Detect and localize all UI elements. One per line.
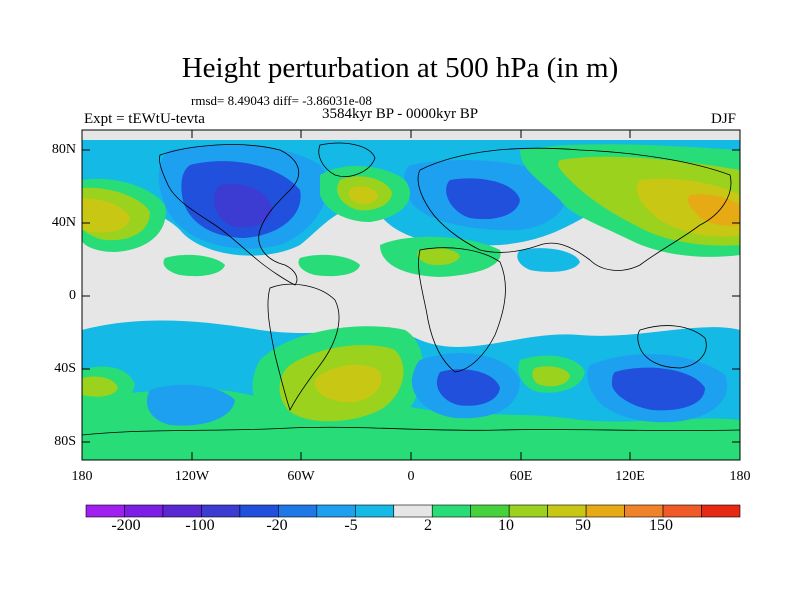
colorbar-swatch [547,504,587,518]
lat-tick-80n: 80N [51,142,76,157]
coastlines [82,142,740,436]
contour-nh-dark-core [213,183,272,228]
lon-tick-120w: 120W [174,469,210,484]
lat-tick-80s: 80S [54,434,76,449]
contour-sh-indian-blue-core [436,369,500,406]
colorbar-label: 150 [649,517,673,534]
contour-asia-dark-orange [687,194,740,226]
lon-tick-0: 0 [407,469,415,484]
season-label: DJF [711,111,737,127]
contour-tropic-seasia-blue [517,248,580,272]
coast-greenland [318,142,376,177]
colorbar-swatch [85,504,125,518]
colorbar-swatch [278,504,318,518]
colorbar-label: 2 [424,517,432,534]
coast-eurasia [417,147,732,271]
colorbar-label: -5 [344,517,358,534]
colorbar-label: -100 [185,517,215,534]
contour-field [82,140,740,460]
colorbar-swatch [354,504,395,518]
colorbar-swatch [585,504,625,518]
colorbar-label: 10 [498,517,514,534]
stats-label: rmsd= 8.49043 diff= -3.86031e-08 [191,93,372,108]
contour-sh-midindian-yellow [532,366,570,387]
colorbar-swatch [431,504,472,518]
coast-africa [418,247,506,373]
coast-australia [637,325,707,369]
period-label: 3584kyr BP - 0000kyr BP [322,106,479,122]
colorbar-label: -200 [111,517,141,534]
lon-tick-180w: 180 [71,469,93,484]
colorbar-swatch [124,504,164,518]
contour-tropic-pacific-green-2 [298,254,360,277]
colorbar-swatch [701,504,741,518]
contour-nh-eurasia-core [446,178,520,220]
contour-sh-green-band [82,389,740,460]
lat-tick-40n: 40N [51,215,76,230]
contour-sh-pacific-blue [146,384,235,426]
lat-tick-0: 0 [69,288,76,303]
colorbar-swatch [393,504,433,518]
colorbar [85,504,741,518]
contour-atlantic-orange [348,186,378,204]
colorbar-swatch [201,504,241,518]
lon-tick-180e: 180 [729,469,751,484]
coast-antarctica [82,426,740,436]
plot-title: Height perturbation at 500 hPa (in m) [181,52,619,84]
coast-south-america [267,283,340,412]
colorbar-label: 50 [575,517,591,534]
experiment-label: Expt = tEWtU-tevta [84,111,205,127]
axis-ticks [81,130,741,460]
colorbar-swatch [316,504,356,518]
colorbar-swatch [508,504,548,518]
colorbar-swatch [162,504,202,518]
colorbar-swatch [624,504,664,518]
contour-npac-west-orange [82,198,130,233]
colorbar-swatch [239,504,279,518]
lat-tick-40s: 40S [54,361,76,376]
lon-tick-120e: 120E [615,469,645,484]
contour-tropic-ne-atlantic-yellow [417,248,460,266]
lon-tick-60e: 60E [509,469,533,484]
coast-north-america [159,144,300,286]
colorbar-swatch [662,504,702,518]
contour-sh-pacific-yellow [82,376,118,397]
colorbar-swatch [470,504,510,518]
contour-sh-atlantic-orange [314,364,382,403]
colorbar-label: -20 [266,517,288,534]
contour-sh-australia-core [611,367,705,411]
contour-tropic-pacific-green [163,254,225,277]
lon-tick-60w: 60W [287,469,315,484]
